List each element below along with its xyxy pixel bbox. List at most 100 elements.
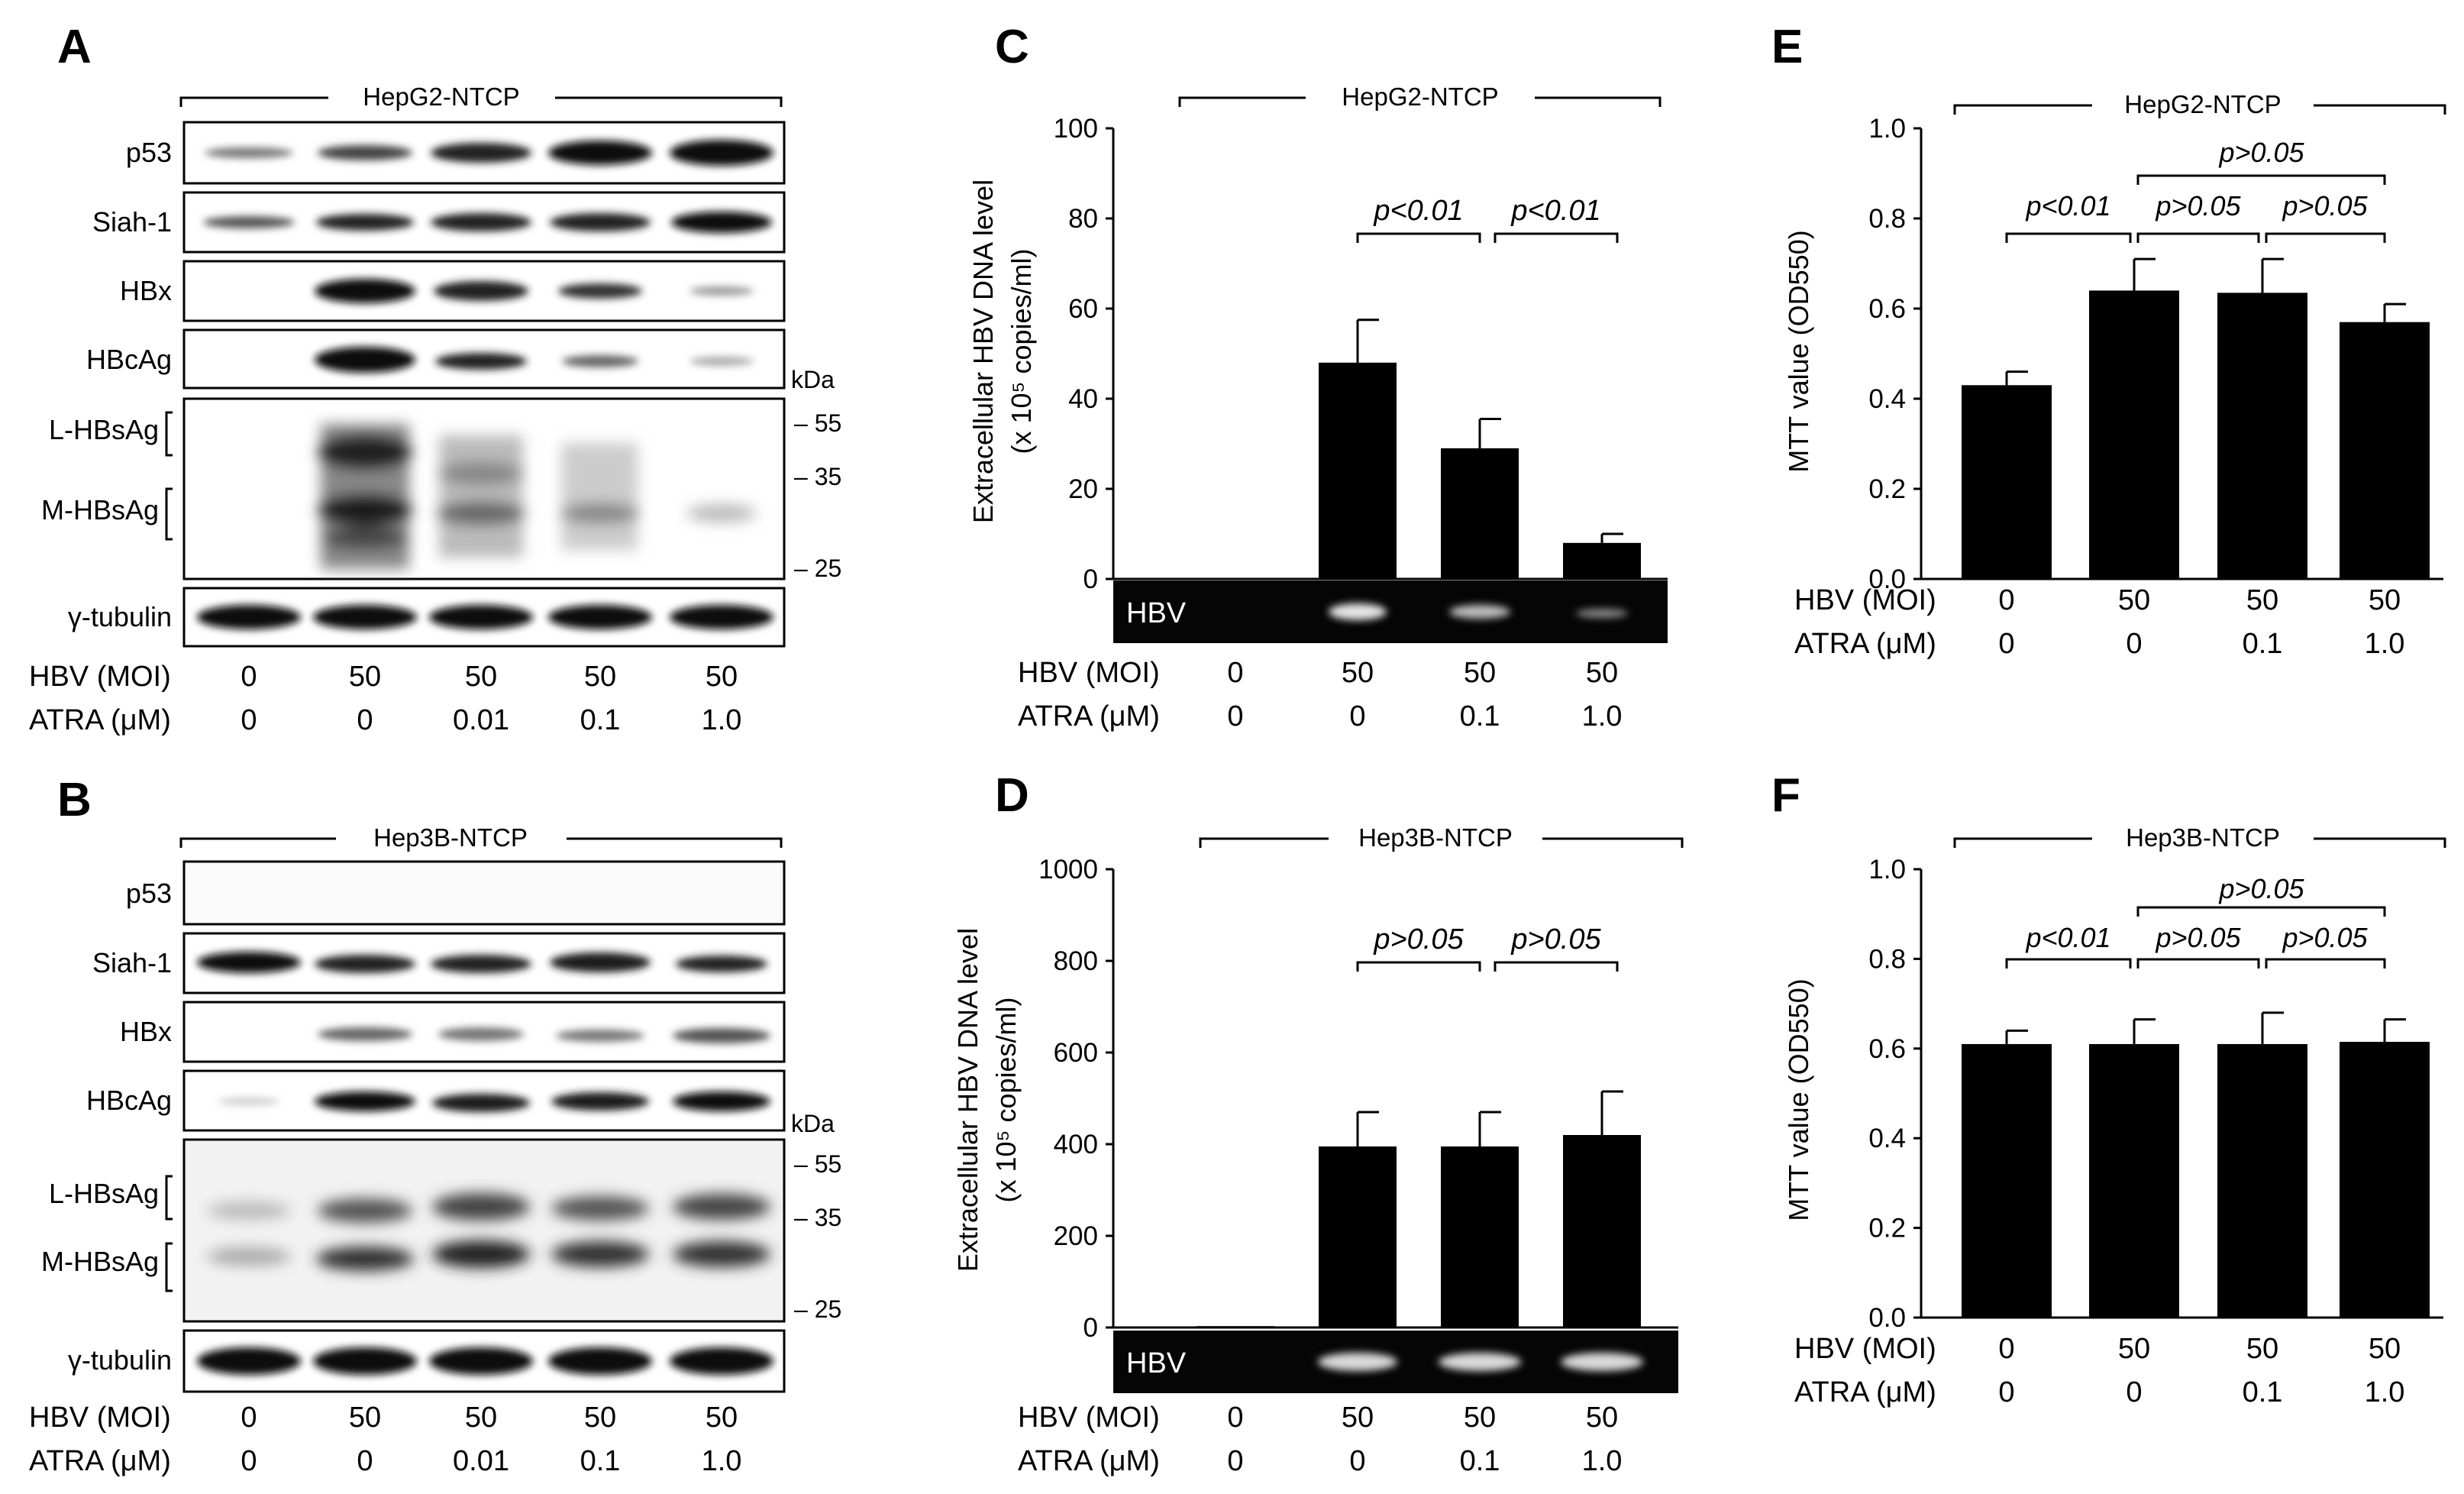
bar <box>1962 385 2052 579</box>
y-tick-label: 0.8 <box>1868 204 1906 234</box>
significance-bracket <box>1356 232 1619 243</box>
bar <box>1563 542 1641 579</box>
row-label: L-HBsAg <box>49 414 159 445</box>
y-tick-label: 0.4 <box>1868 384 1906 414</box>
hbv-label: HBV (MOI) <box>1018 657 1160 689</box>
atra-value: 1.0 <box>702 1445 742 1477</box>
y-tick-label: 1.0 <box>1868 855 1906 884</box>
significance-brackets: p<0.01 p>0.05 p>0.05 p>0.05 <box>2005 137 2386 243</box>
hbv-value: 50 <box>465 661 497 693</box>
y-axis-label: (x 10⁵ copies/ml) <box>1006 249 1037 454</box>
y-tick-label: 0.2 <box>1868 474 1906 504</box>
y-tick-label: 80 <box>1068 204 1098 234</box>
cell-line-label: HepG2-NTCP <box>1342 82 1498 111</box>
bar <box>1563 1135 1641 1327</box>
y-tick-label: 100 <box>1054 114 1098 144</box>
treatment-table: HBV (MOI) ATRA (μM) 0 50 50 50 0 0 0.1 1… <box>1018 657 1622 732</box>
y-tick-label: 400 <box>1054 1130 1098 1159</box>
row-label: p53 <box>126 137 172 168</box>
cell-line-bracket <box>1953 104 2446 115</box>
hbv-value: 50 <box>2118 584 2150 616</box>
y-tick-label: 20 <box>1068 474 1098 504</box>
row-label: L-HBsAg <box>49 1178 159 1209</box>
hbv-value: 0 <box>1998 584 2014 616</box>
western-blot <box>182 121 786 648</box>
significance-label: p>0.05 <box>2282 922 2368 953</box>
row-labels: p53 Siah-1 HBx HBcAg L-HBsAg M-HBsAg γ-t… <box>41 137 172 632</box>
y-tick-label: 1000 <box>1038 855 1098 884</box>
atra-value: 1.0 <box>2365 1376 2405 1408</box>
y-tick-label: 600 <box>1054 1038 1098 1068</box>
atra-value: 1.0 <box>702 704 742 736</box>
cell-line-label: Hep3B-NTCP <box>373 823 528 852</box>
bar <box>1441 448 1519 579</box>
panel-a: A HepG2-NTCP <box>29 21 841 736</box>
significance-label: p<0.01 <box>2025 922 2110 953</box>
atra-label: ATRA (μM) <box>29 704 171 736</box>
panel-letter: B <box>57 774 92 826</box>
band-group <box>315 279 754 303</box>
cell-line-bracket <box>179 837 783 848</box>
significance-label: p>0.05 <box>2282 190 2368 222</box>
atra-value: 0.1 <box>2243 628 2283 660</box>
hbv-value: 50 <box>1464 1402 1496 1434</box>
bar <box>2217 1043 2307 1318</box>
significance-label: p<0.01 <box>1373 195 1463 227</box>
y-tick-label: 200 <box>1054 1221 1098 1251</box>
row-label: Siah-1 <box>92 947 172 978</box>
kda-marker: – 35 <box>794 463 841 490</box>
atra-label: ATRA (μM) <box>1018 700 1160 732</box>
gel-label: HBV <box>1126 597 1187 629</box>
hbv-label: HBV (MOI) <box>29 661 171 693</box>
y-axis-label: MTT value (OD550) <box>1783 978 1814 1221</box>
kda-markers: kDa – 55 – 35 – 25 <box>791 366 841 582</box>
band-group <box>205 140 773 166</box>
hbv-value: 50 <box>2118 1333 2150 1365</box>
bar <box>2340 1041 2430 1318</box>
atra-value: 0 <box>241 1445 257 1477</box>
bar <box>2089 290 2179 579</box>
atra-value: 0 <box>357 704 373 736</box>
y-tick-label: 0.6 <box>1868 1034 1906 1064</box>
blot-strip <box>182 860 786 926</box>
bar-chart: 0 200 400 600 800 1000 <box>1038 855 1678 1343</box>
hbv-value: 0 <box>1227 657 1243 689</box>
atra-value: 0 <box>1998 1376 2014 1408</box>
band-group <box>197 1347 773 1375</box>
y-tick-label: 60 <box>1068 294 1098 324</box>
kda-marker: – 55 <box>794 1150 841 1178</box>
y-tick-label: 1.0 <box>1868 114 1906 144</box>
hbv-value: 0 <box>241 661 257 693</box>
bar-chart: 0 20 40 60 80 100 <box>1054 114 1668 594</box>
bar <box>2217 293 2307 579</box>
treatment-table: HBV (MOI) ATRA (μM) 0 50 50 50 0 0 0.1 1… <box>1018 1402 1622 1477</box>
bar <box>2340 322 2430 579</box>
hbv-value: 50 <box>584 661 616 693</box>
y-tick-label: 0 <box>1083 1313 1098 1343</box>
significance-brackets: p>0.05 p>0.05 <box>1356 923 1619 972</box>
bar <box>1962 1043 2052 1318</box>
hbv-value: 50 <box>1342 657 1374 689</box>
y-tick-label: 0 <box>1083 564 1098 594</box>
panel-letter: F <box>1771 769 1800 822</box>
hbv-value: 50 <box>706 661 738 693</box>
row-label: M-HBsAg <box>41 494 159 525</box>
y-tick-label: 800 <box>1054 946 1098 976</box>
kda-marker: – 35 <box>794 1204 841 1231</box>
gel-bands <box>1318 1353 1643 1371</box>
hbv-value: 50 <box>2246 584 2278 616</box>
panel-letter: C <box>995 21 1029 73</box>
treatment-table: HBV (MOI) ATRA (μM) 0 50 50 50 0 0 0.1 1… <box>1794 1333 2404 1408</box>
panel-letter: A <box>57 21 92 73</box>
atra-value: 0.01 <box>453 704 509 736</box>
blot-strip <box>182 1138 786 1323</box>
atra-value: 0 <box>241 704 257 736</box>
band-group <box>197 605 773 629</box>
bar <box>2089 1043 2179 1318</box>
atra-value: 0 <box>1349 700 1365 732</box>
panel-letter: E <box>1771 21 1803 73</box>
atra-value: 0 <box>1998 628 2014 660</box>
significance-label: p>0.05 <box>2218 873 2304 904</box>
y-tick-label: 0.0 <box>1868 564 1906 594</box>
panel-d: D Hep3B-NTCP Extracellular HBV DNA level… <box>952 769 1684 1477</box>
